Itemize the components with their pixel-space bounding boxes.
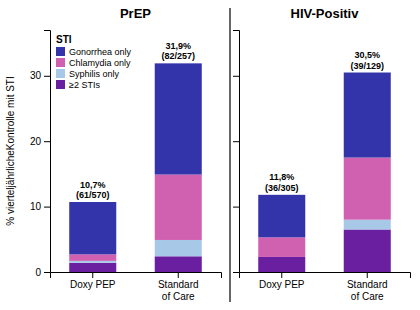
bar-segment (344, 73, 391, 158)
y-tick (233, 272, 239, 273)
x-tick-mark (367, 272, 368, 278)
y-tick: 30 (30, 70, 50, 81)
y-tick-label: 20 (30, 136, 42, 147)
x-axis-line (240, 273, 411, 279)
x-axis: Doxy PEP Standardof Care (51, 272, 222, 302)
bar-segment (69, 263, 116, 272)
bar-annotation: 31,9%(82/257) (161, 41, 195, 61)
y-tick-label: 10 (30, 201, 42, 212)
x-tick: Doxy PEP (70, 272, 116, 290)
panel-divider (229, 8, 230, 302)
bar-segment (69, 202, 116, 254)
panel: Doxy PEP Standardof Care HIV-Positiv 11,8%(… (233, 6, 411, 302)
bar-annotation: 10,7%(61/570) (76, 180, 110, 200)
legend-label: ≥2 STIs (69, 80, 100, 90)
y-tick-mark (44, 76, 50, 77)
y-tick-mark (233, 207, 239, 208)
legend-swatch (56, 80, 65, 89)
legend-title: STI (56, 34, 72, 45)
bar-segment (155, 63, 202, 174)
y-tick-label: 30 (30, 70, 42, 81)
legend-label: Chlamydia only (69, 58, 131, 68)
y-axis-line (44, 31, 51, 273)
bars (69, 63, 202, 272)
y-tick (233, 207, 239, 208)
y-tick: 0 (35, 267, 50, 278)
legend-swatch (56, 47, 65, 56)
chart-svg: Doxy PEP Standardof Care 0 10 20 30 PrEP % vier… (0, 0, 420, 310)
x-tick-label: Standardof Care (158, 279, 199, 302)
y-axis-title: % vierteljährlicheKontrolle mit STI (5, 76, 16, 226)
legend-swatch (56, 58, 65, 67)
bar-segment (69, 261, 116, 263)
x-tick: Doxy PEP (259, 272, 305, 290)
panel-title: HIV-Positiv (291, 6, 360, 21)
bars (258, 73, 391, 272)
x-tick: Standardof Care (347, 272, 388, 302)
bar-segment (344, 229, 391, 272)
y-tick-mark (233, 272, 239, 273)
x-axis: Doxy PEP Standardof Care (240, 272, 411, 302)
x-tick-label: Doxy PEP (70, 279, 116, 290)
x-tick-mark (281, 272, 282, 278)
y-tick-mark (44, 207, 50, 208)
y-tick: 10 (30, 201, 50, 212)
legend-label: Gonorrhea only (69, 47, 132, 57)
bar-segment (344, 158, 391, 220)
y-axis (233, 31, 240, 273)
y-tick-label: 0 (35, 267, 41, 278)
panel: Doxy PEP Standardof Care 0 10 20 30 PrEP % vier… (5, 6, 222, 302)
legend-item: Chlamydia only (56, 58, 131, 68)
bar-segment (155, 256, 202, 272)
bar-annotation: 30,5%(39/129) (350, 50, 384, 70)
bar-segment (258, 257, 305, 272)
bar-segment (69, 254, 116, 261)
x-tick: Standardof Care (158, 272, 199, 302)
chart-container: Doxy PEP Standardof Care 0 10 20 30 PrEP % vier… (0, 0, 420, 310)
bar-segment (155, 240, 202, 256)
panel-title: PrEP (120, 6, 151, 21)
legend: STI Gonorrhea onlyChlamydia onlySyphilis … (56, 34, 132, 90)
legend-item: ≥2 STIs (56, 80, 100, 90)
y-tick-mark (233, 141, 239, 142)
y-tick-mark (44, 272, 50, 273)
y-axis: 0 10 20 30 (30, 31, 51, 278)
x-tick-mark (92, 272, 93, 278)
bar-segment (155, 175, 202, 240)
y-tick: 20 (30, 136, 50, 147)
bar-segment (258, 195, 305, 238)
y-tick-mark (44, 141, 50, 142)
x-tick-label: Standardof Care (347, 279, 388, 302)
x-tick-label: Doxy PEP (259, 279, 305, 290)
y-tick-mark (233, 76, 239, 77)
bar-annotation: 11,8%(36/305) (265, 172, 299, 192)
y-axis-line (233, 31, 240, 273)
bar-segment (258, 237, 305, 257)
y-tick (233, 141, 239, 142)
legend-item: Syphilis only (56, 69, 120, 79)
legend-item: Gonorrhea only (56, 47, 132, 57)
x-axis-line (51, 273, 222, 279)
y-tick (233, 76, 239, 77)
x-tick-mark (178, 272, 179, 278)
legend-swatch (56, 69, 65, 78)
bar-segment (344, 220, 391, 230)
legend-label: Syphilis only (69, 69, 120, 79)
